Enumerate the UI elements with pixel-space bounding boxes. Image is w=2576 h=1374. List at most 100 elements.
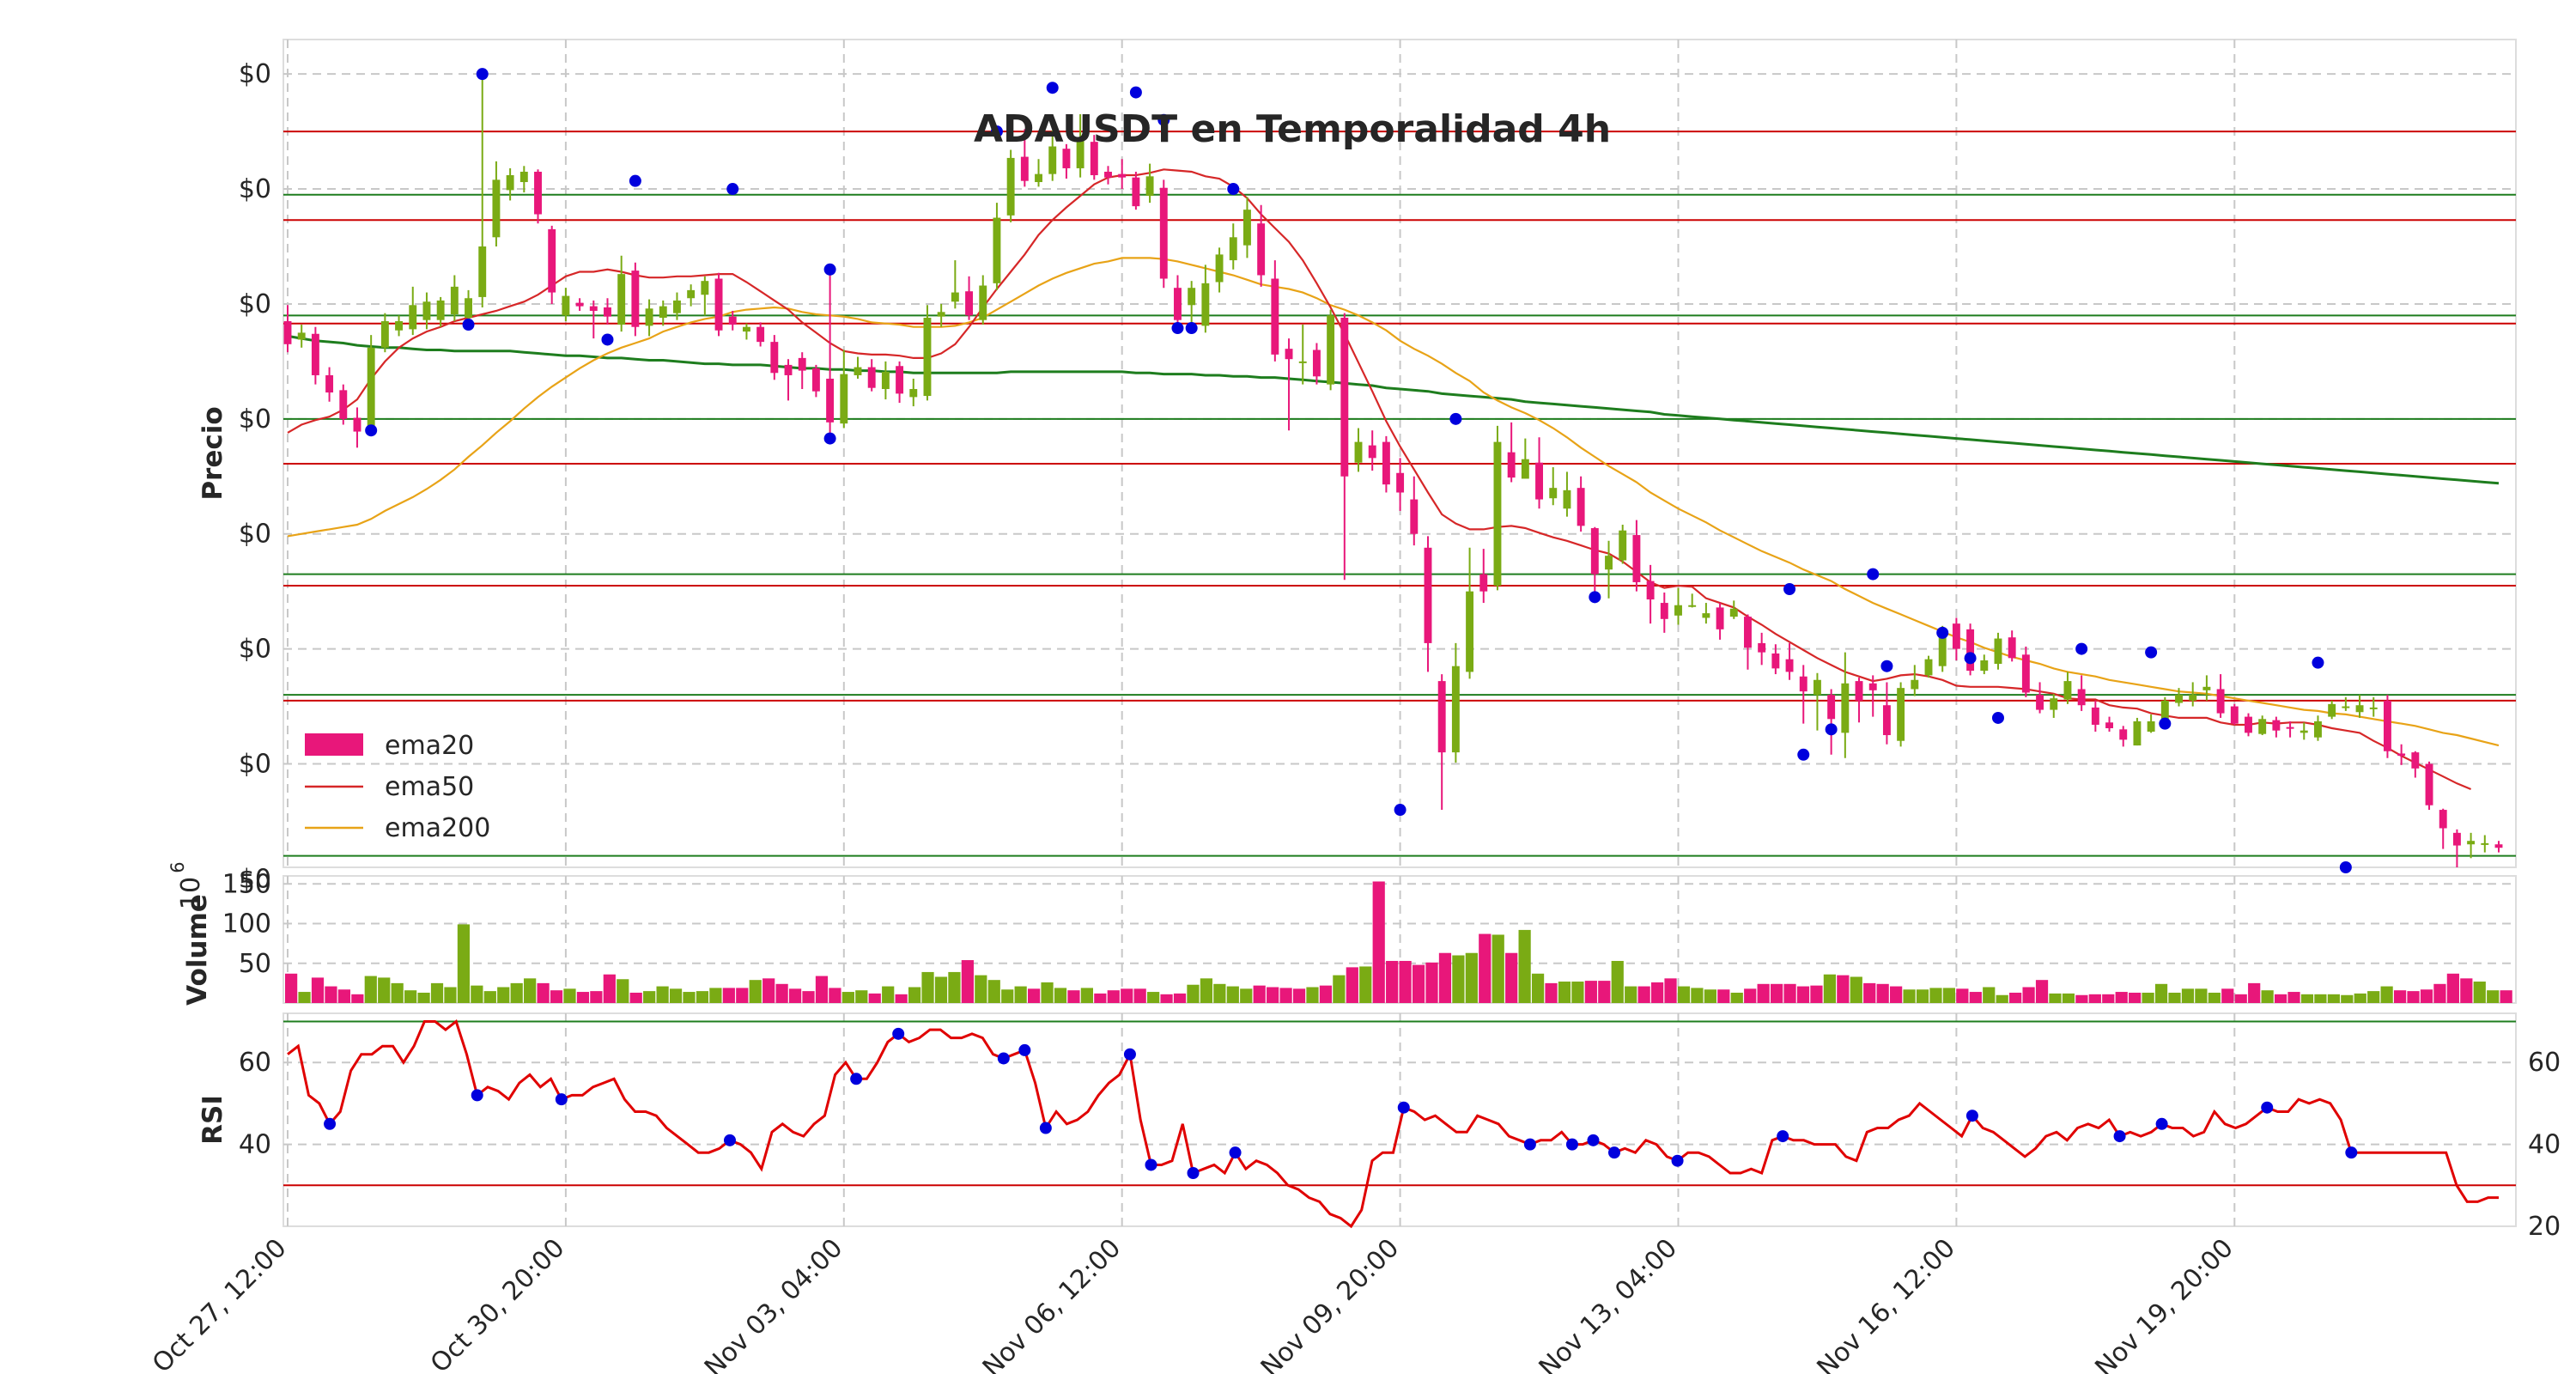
- candle: [1729, 600, 1738, 619]
- candle-body: [2258, 719, 2267, 734]
- candle: [1827, 689, 1836, 755]
- pivot-point: [1783, 582, 1796, 595]
- volume-bar: [2208, 992, 2221, 1003]
- candle: [2272, 716, 2281, 738]
- volume-bar: [298, 992, 311, 1003]
- pivot-point: [1797, 748, 1810, 761]
- candle-body: [1813, 679, 1821, 696]
- volume-bar: [948, 971, 961, 1003]
- volume-bar: [669, 988, 683, 1003]
- candle-body: [1257, 223, 1266, 276]
- volume-bar: [855, 990, 868, 1003]
- candle: [714, 272, 723, 337]
- candle: [1590, 526, 1599, 598]
- candle: [1174, 275, 1182, 329]
- candle: [1493, 425, 1502, 591]
- candle-body: [1716, 607, 1724, 629]
- candle-body: [1493, 441, 1502, 586]
- volume-bar: [430, 982, 444, 1003]
- volume-bar: [788, 988, 802, 1003]
- volume-bar: [337, 989, 350, 1003]
- candle-body: [1062, 149, 1071, 168]
- candle: [436, 296, 445, 327]
- pivot-point: [726, 183, 739, 196]
- volume-bar: [961, 960, 974, 1003]
- candle: [854, 356, 862, 379]
- volume-bar: [2500, 990, 2512, 1003]
- volume-bar: [550, 990, 563, 1003]
- candle: [1535, 437, 1544, 509]
- rsi-pivot-point: [724, 1134, 736, 1146]
- volume-bar: [364, 976, 377, 1003]
- pivot-point: [1227, 183, 1240, 196]
- candle: [798, 352, 806, 390]
- candle-body: [1327, 315, 1335, 385]
- candle: [631, 262, 640, 337]
- candle-body: [2383, 700, 2391, 751]
- candle: [909, 378, 918, 407]
- volume-bar: [2049, 993, 2062, 1003]
- volume-bar: [882, 986, 895, 1003]
- candle: [2245, 713, 2252, 737]
- rsi-tick-label-left: 40: [239, 1130, 271, 1160]
- candle: [1424, 536, 1432, 672]
- candle-body: [1771, 653, 1780, 669]
- candle-body: [2091, 707, 2099, 725]
- candle: [2202, 675, 2211, 701]
- volume-bar: [2327, 994, 2340, 1003]
- volume-tick-label: 150: [222, 869, 271, 899]
- volume-bar: [1650, 982, 1664, 1003]
- rsi-ylabel: RSI: [197, 1095, 228, 1145]
- volume-bar: [2393, 990, 2407, 1003]
- rsi-tick-label-right: 20: [2528, 1212, 2561, 1242]
- pivot-point: [1046, 82, 1059, 94]
- candle: [645, 299, 653, 337]
- candle: [1994, 632, 2002, 670]
- candle-body: [1396, 472, 1405, 493]
- candle-body: [951, 292, 959, 302]
- candle: [2021, 646, 2030, 697]
- candle: [2189, 682, 2197, 707]
- candle: [1660, 593, 1668, 633]
- pivot-point: [990, 125, 1003, 138]
- pivot-point: [1825, 723, 1838, 736]
- candle-body: [742, 326, 750, 332]
- volume-bar: [1876, 983, 1889, 1003]
- price-tick-label: $0: [239, 750, 271, 780]
- pivot-point: [1129, 86, 1142, 99]
- candle: [1242, 197, 1251, 258]
- ema20-line: [287, 168, 2472, 791]
- candle-body: [478, 246, 487, 297]
- candle-body: [1521, 459, 1529, 479]
- candle: [2050, 693, 2058, 718]
- volume-bar: [1200, 978, 1213, 1003]
- volume-bar: [1054, 988, 1067, 1003]
- volume-bar: [1226, 986, 1239, 1003]
- volume-bar: [2380, 986, 2393, 1003]
- candle-body: [714, 278, 723, 331]
- candle-body: [2147, 720, 2155, 733]
- candle: [2425, 761, 2433, 811]
- rsi-pivot-point: [1608, 1146, 1620, 1159]
- candle: [867, 359, 876, 392]
- candle-body: [325, 374, 334, 393]
- volume-bar: [471, 985, 483, 1003]
- candle: [811, 364, 820, 398]
- rsi-pivot-point: [1039, 1122, 1052, 1134]
- candle: [2175, 688, 2183, 707]
- candle-body: [1466, 591, 1474, 672]
- legend: ema20 ema50 ema200: [305, 731, 490, 843]
- legend-label-ema200: ema200: [385, 813, 490, 843]
- candle-body: [2175, 695, 2183, 703]
- candle-body: [2189, 695, 2197, 701]
- volume-bar: [2102, 994, 2115, 1003]
- candle-body: [756, 326, 765, 343]
- candle: [2105, 716, 2113, 733]
- candle-body: [2355, 705, 2364, 713]
- candle-body: [2063, 681, 2072, 700]
- price-tick-label: $0: [239, 864, 271, 894]
- candle-body: [1159, 187, 1168, 279]
- candle-body: [993, 217, 1001, 283]
- rsi-pivot-point: [1777, 1130, 1789, 1143]
- volume-bar: [1837, 975, 1850, 1003]
